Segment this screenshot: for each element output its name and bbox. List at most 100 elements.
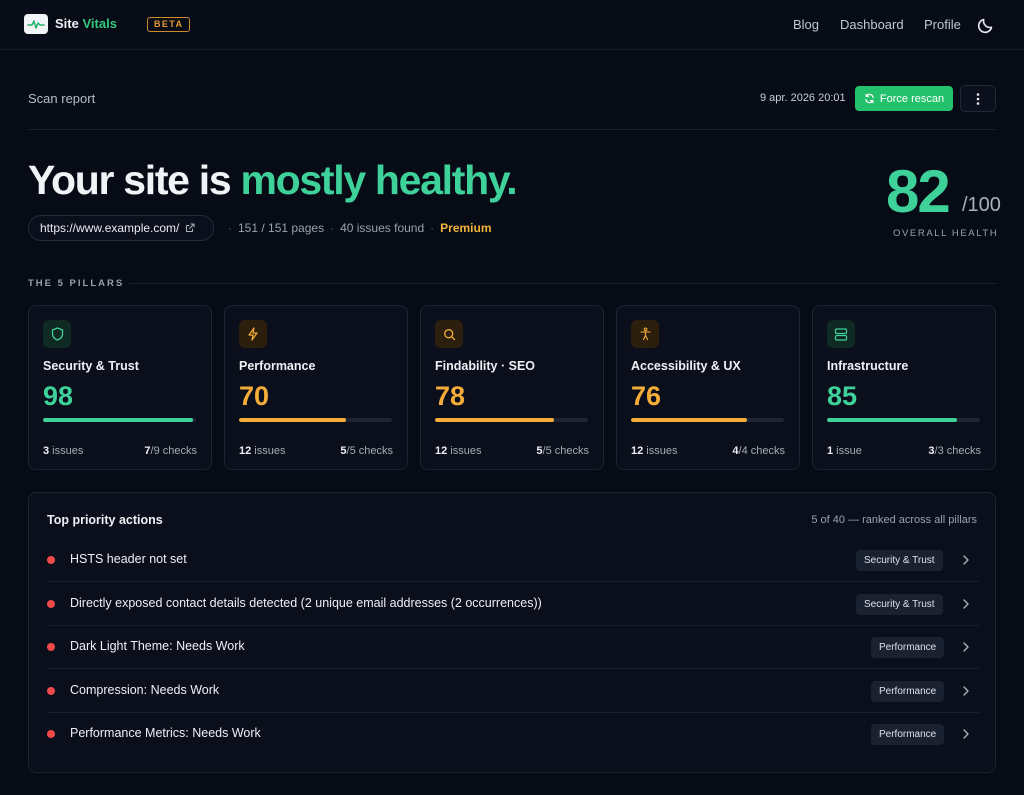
accessibility-icon <box>631 320 659 348</box>
severity-dot <box>47 687 55 695</box>
pillar-name: Security & Trust <box>43 359 139 373</box>
chevron-right-icon <box>963 555 969 565</box>
title-accent: mostly healthy. <box>240 157 517 203</box>
pillar-issues: 3 issues <box>43 445 84 457</box>
issues-count: 40 issues found <box>340 221 425 235</box>
pillar-score: 98 <box>43 381 74 411</box>
severity-dot <box>47 643 55 651</box>
pillar-score: 85 <box>827 381 858 411</box>
pillar-card-infrastructure[interactable]: Infrastructure 85 1 issue 3/3 checks <box>812 305 996 470</box>
pillar-progress <box>631 418 784 422</box>
moon-icon[interactable] <box>976 15 996 35</box>
chevron-right-icon <box>963 642 969 652</box>
pillar-progress-fill <box>239 418 347 422</box>
pillar-progress-fill <box>43 418 193 422</box>
pillar-score: 70 <box>239 381 270 411</box>
pillar-checks: 3/3 checks <box>928 445 981 457</box>
score-denominator: /100 <box>962 194 1001 216</box>
pillar-card-performance[interactable]: Performance 70 12 issues 5/5 checks <box>224 305 408 470</box>
action-row[interactable]: Dark Light Theme: Needs Work Performance <box>47 626 979 669</box>
page-title: Your site is mostly healthy. <box>28 157 518 204</box>
force-rescan-label: Force rescan <box>879 92 945 105</box>
logo-icon[interactable] <box>24 14 48 34</box>
nav-link-profile[interactable]: Profile <box>924 17 961 32</box>
action-row[interactable]: Directly exposed contact details detecte… <box>47 583 979 626</box>
pillar-progress <box>827 418 980 422</box>
pillar-tag: Security & Trust <box>856 594 943 615</box>
pillar-progress-fill <box>827 418 958 422</box>
scan-report-title: Scan report <box>28 91 96 106</box>
pillars-heading: THE 5 PILLARS <box>28 278 125 289</box>
severity-dot <box>47 730 55 738</box>
priority-actions-title: Top priority actions <box>47 513 163 527</box>
chevron-right-icon <box>963 686 969 696</box>
pages-count: 151 / 151 pages <box>238 221 325 235</box>
site-url: https://www.example.com/ <box>40 221 180 235</box>
pillar-tag: Security & Trust <box>856 550 943 571</box>
severity-dot <box>47 556 55 564</box>
pillar-checks: 7/9 checks <box>144 445 197 457</box>
scan-date: 9 apr. 2026 20:01 <box>760 92 846 104</box>
chevron-right-icon <box>963 729 969 739</box>
site-url-link[interactable]: https://www.example.com/ <box>28 215 214 241</box>
action-text: Performance Metrics: Needs Work <box>70 726 261 740</box>
pillar-progress-fill <box>435 418 555 422</box>
pillar-checks: 4/4 checks <box>732 445 785 457</box>
action-text: Dark Light Theme: Needs Work <box>70 639 245 653</box>
pillar-issues: 1 issue <box>827 445 862 457</box>
shield-icon <box>43 320 71 348</box>
brand-main: Site <box>55 16 79 31</box>
divider <box>129 283 996 284</box>
search-icon <box>435 320 463 348</box>
top-nav: Site Vitals BETA Blog Dashboard Profile <box>0 0 1024 50</box>
action-row[interactable]: Performance Metrics: Needs Work Performa… <box>47 713 979 756</box>
title-main: Your site is <box>28 157 241 203</box>
nav-link-dashboard[interactable]: Dashboard <box>840 17 904 32</box>
beta-badge: BETA <box>147 17 191 32</box>
pillar-name: Findability · SEO <box>435 359 536 373</box>
pillar-tag: Performance <box>871 724 945 745</box>
pillar-name: Infrastructure <box>827 359 909 373</box>
overall-score: 82 <box>886 158 951 225</box>
priority-actions-panel: Top priority actions 5 of 40 — ranked ac… <box>28 492 996 773</box>
more-options-button[interactable] <box>960 85 996 112</box>
brand-name[interactable]: Site Vitals <box>55 16 117 31</box>
pillar-score: 78 <box>435 381 466 411</box>
force-rescan-button[interactable]: Force rescan <box>855 86 953 111</box>
pillar-progress <box>43 418 196 422</box>
action-text: Compression: Needs Work <box>70 683 220 697</box>
priority-actions-subtitle: 5 of 40 — ranked across all pillars <box>811 514 977 526</box>
refresh-icon <box>865 93 874 104</box>
plan-badge: Premium <box>440 221 492 235</box>
divider <box>28 129 996 130</box>
brand-accent: Vitals <box>82 16 117 31</box>
pillar-issues: 12 issues <box>435 445 482 457</box>
scan-meta: · 151 / 151 pages · 40 issues found · Premium <box>228 221 492 235</box>
action-row[interactable]: HSTS header not set Security & Trust <box>47 539 979 582</box>
severity-dot <box>47 600 55 608</box>
pillar-name: Accessibility & UX <box>631 359 741 373</box>
pillar-card-accessibility[interactable]: Accessibility & UX 76 12 issues 4/4 chec… <box>616 305 800 470</box>
server-icon <box>827 320 855 348</box>
pillar-issues: 12 issues <box>239 445 286 457</box>
action-row[interactable]: Compression: Needs Work Performance <box>47 670 979 713</box>
pillar-card-security[interactable]: Security & Trust 98 3 issues 7/9 checks <box>28 305 212 470</box>
pillar-card-findability[interactable]: Findability · SEO 78 12 issues 5/5 check… <box>420 305 604 470</box>
action-text: HSTS header not set <box>70 552 187 566</box>
action-text: Directly exposed contact details detecte… <box>70 596 542 610</box>
pillar-issues: 12 issues <box>631 445 678 457</box>
bolt-icon <box>239 320 267 348</box>
external-link-icon <box>186 223 195 232</box>
nav-link-blog[interactable]: Blog <box>793 17 820 32</box>
pillar-score: 76 <box>631 381 662 411</box>
chevron-right-icon <box>963 599 969 609</box>
pillar-checks: 5/5 checks <box>536 445 589 457</box>
overall-health-label: OVERALL HEALTH <box>893 228 999 239</box>
pillar-tag: Performance <box>871 681 945 702</box>
pillar-progress-fill <box>631 418 748 422</box>
pillar-tag: Performance <box>871 637 945 658</box>
pillar-progress <box>435 418 588 422</box>
pillar-progress <box>239 418 392 422</box>
pillar-checks: 5/5 checks <box>340 445 393 457</box>
more-vertical-icon <box>976 92 980 105</box>
